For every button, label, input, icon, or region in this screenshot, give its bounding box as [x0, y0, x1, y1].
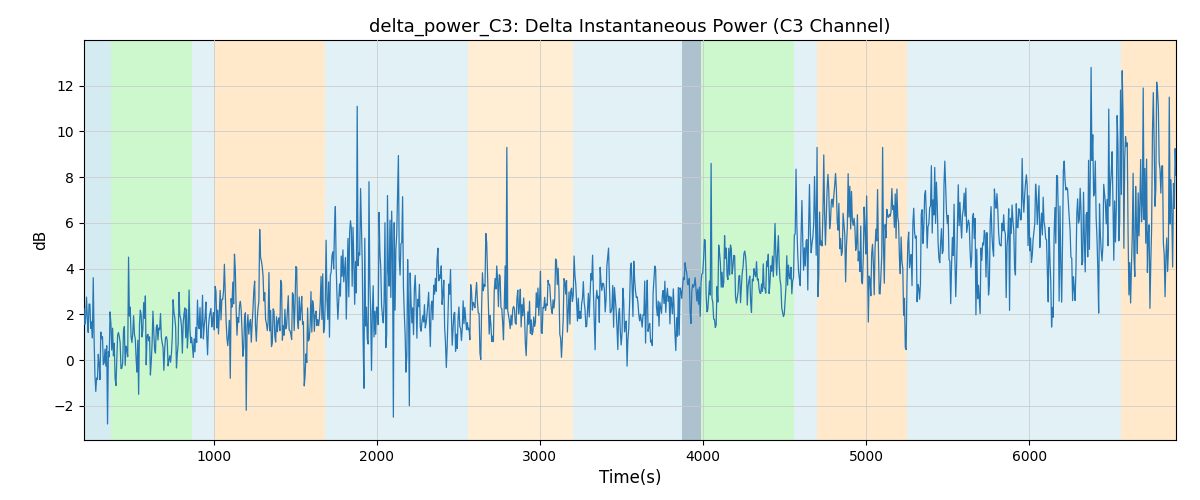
- Bar: [682, 40, 701, 440]
- Bar: [499, 40, 572, 440]
- Bar: [110, 40, 192, 440]
- X-axis label: Time(s): Time(s): [599, 470, 661, 488]
- Bar: [1054, 40, 1108, 440]
- Bar: [468, 40, 499, 440]
- Bar: [794, 40, 817, 440]
- Bar: [1108, 40, 1121, 440]
- Bar: [701, 40, 794, 440]
- Y-axis label: dB: dB: [34, 230, 48, 250]
- Bar: [907, 40, 1054, 440]
- Bar: [572, 40, 682, 440]
- Bar: [817, 40, 907, 440]
- Bar: [348, 40, 468, 440]
- Title: delta_power_C3: Delta Instantaneous Power (C3 Channel): delta_power_C3: Delta Instantaneous Powe…: [370, 18, 890, 36]
- Bar: [214, 40, 324, 440]
- Bar: [324, 40, 348, 440]
- Bar: [1121, 40, 1176, 440]
- Bar: [84, 40, 110, 440]
- Bar: [192, 40, 214, 440]
